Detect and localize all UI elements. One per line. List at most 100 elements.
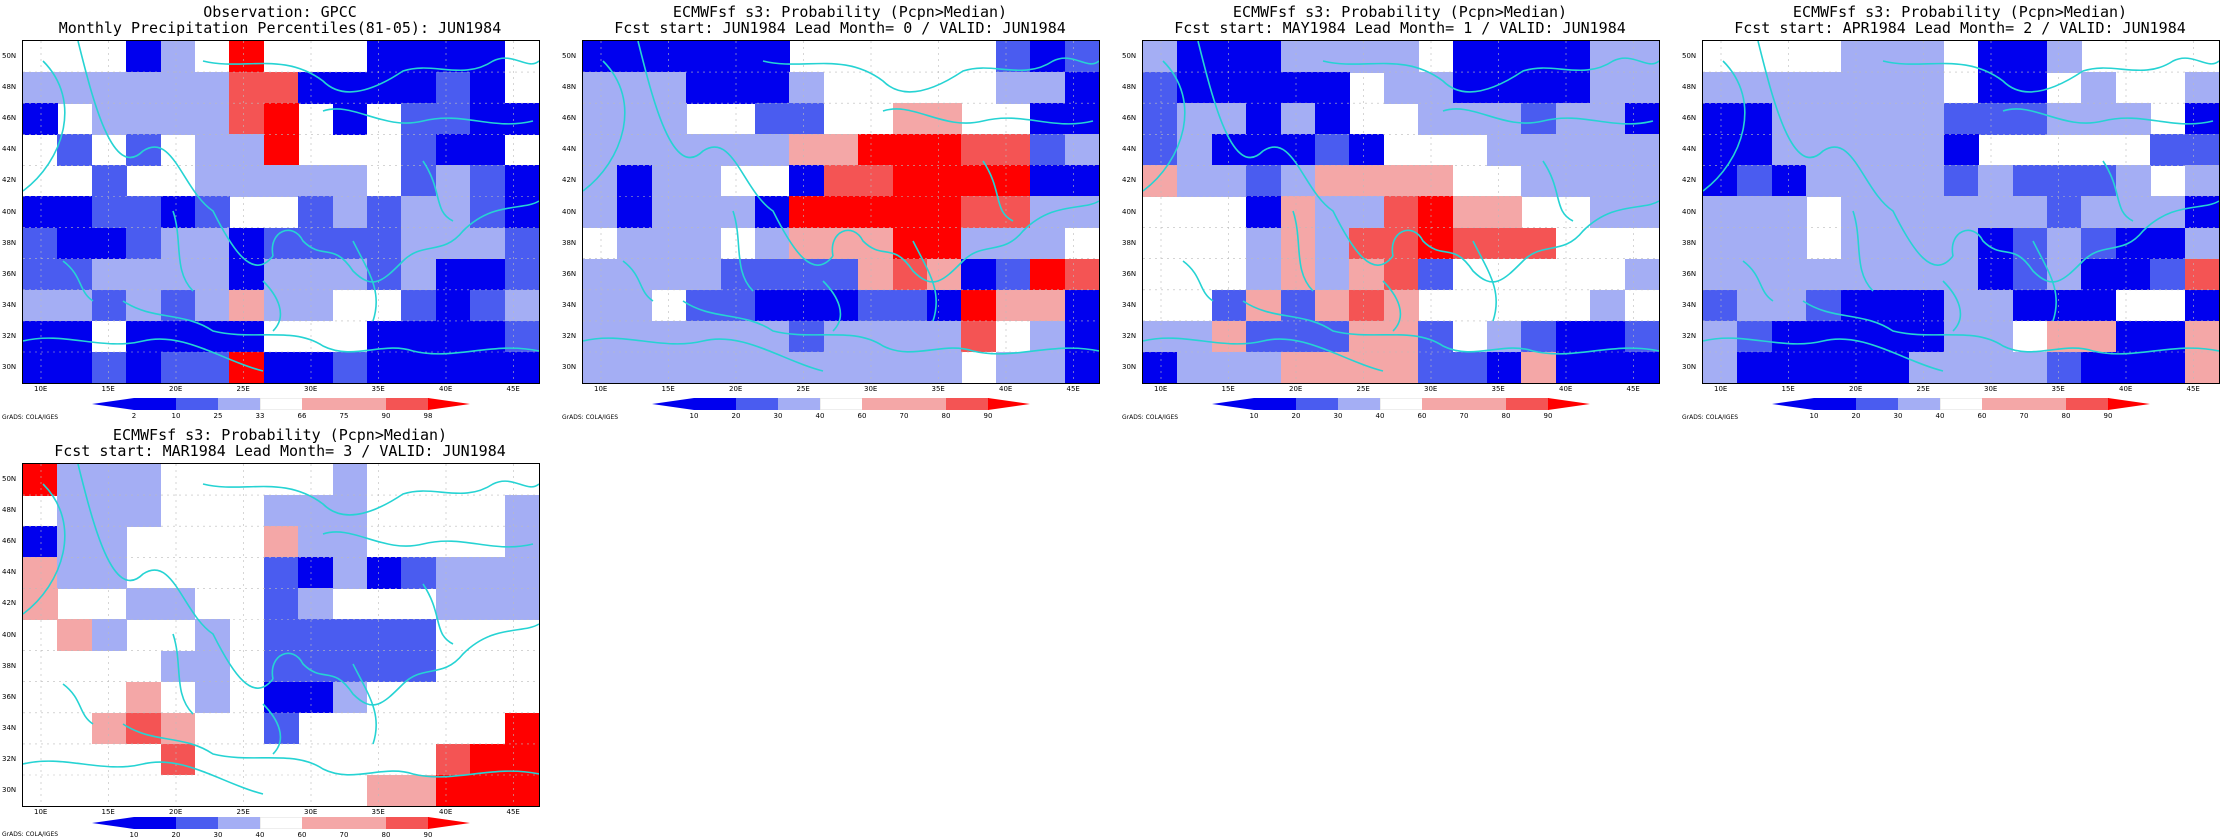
colorbar-label: 60 [1977, 412, 1987, 420]
coastline [2002, 108, 2214, 125]
grid-cell [2115, 320, 2151, 353]
lat-tick-label: 42N [2, 599, 17, 608]
lon-tick-label: 30E [864, 385, 878, 393]
grid-cell [126, 227, 162, 260]
colorbar-segment [134, 817, 177, 829]
colorbar-segment [2024, 398, 2067, 410]
grid-cell [1875, 103, 1910, 135]
grid-cell [298, 588, 334, 620]
lon-tick-label: 25E [1356, 385, 1370, 393]
grid-cell [1771, 351, 1807, 383]
lon-tick-label: 25E [236, 385, 250, 393]
grid-cell [1030, 258, 1066, 291]
colorbar-segment [1982, 398, 2025, 410]
grid-cell [720, 351, 756, 383]
colorbar-label: 30 [773, 412, 783, 420]
grid-cell [126, 495, 162, 527]
grid-cell [1624, 320, 1659, 353]
grid-cell [686, 258, 722, 291]
grid-cell [858, 196, 894, 229]
grid-cell [195, 165, 230, 197]
grid-cell [401, 72, 437, 104]
grid-cell [1030, 227, 1066, 260]
grid-cell [583, 72, 618, 104]
grid-cell [961, 289, 997, 322]
grid-cell [1030, 320, 1066, 353]
colorbar-segment [694, 398, 737, 410]
grid-cell [1030, 196, 1066, 229]
colorbar-segment [2066, 398, 2109, 410]
grid-cell [1280, 320, 1316, 353]
grid-cell [1978, 351, 2014, 383]
grid-cell [1315, 165, 1350, 197]
grid-cell [2047, 196, 2082, 229]
lat-tick-label: 30N [1682, 363, 1697, 371]
grid-cell [91, 258, 127, 291]
grid-cell [1521, 134, 1557, 166]
lon-tick-label: 30E [304, 385, 318, 393]
lon-tick-label: 45E [2186, 385, 2200, 393]
grid-cell [995, 351, 1031, 383]
grid-cell [23, 227, 58, 260]
lon-tick-label: 30E [1984, 385, 1998, 393]
grid-cell [1487, 134, 1522, 166]
grid-cell [1521, 351, 1557, 383]
coastline [1322, 57, 1659, 93]
grid-cell [651, 258, 687, 291]
grid-cell [1590, 72, 1626, 104]
grid-cell [1840, 320, 1876, 353]
grid-cell [2047, 320, 2082, 353]
grid-cell [57, 557, 93, 589]
grid-cell [1030, 103, 1066, 135]
coastline [62, 240, 377, 332]
grid-cell [617, 134, 653, 166]
grid-cell [263, 526, 299, 558]
grid-cell [401, 619, 437, 652]
grid-cell [1978, 103, 2014, 135]
grid-cell [1703, 227, 1738, 260]
grid-cell [651, 196, 687, 229]
colorbar-segment [344, 398, 387, 410]
lon-tick-label: 45E [1066, 385, 1080, 393]
grid-cell [23, 320, 58, 353]
colorbar-segment [176, 398, 219, 410]
colorbar-segment [1212, 398, 1254, 410]
grid-cell [1909, 165, 1945, 197]
grid-cell [91, 495, 127, 527]
grid-cell [1030, 41, 1066, 73]
grid-cell [91, 289, 127, 322]
grid-cell [332, 72, 368, 104]
lat-tick-label: 50N [1682, 52, 1697, 60]
grid-cell [1418, 258, 1454, 291]
grid-cell [332, 351, 368, 383]
grid-cell [435, 134, 471, 166]
grid-cell [1737, 351, 1773, 383]
lat-tick-label: 50N [562, 52, 577, 60]
colorbar-segment [1772, 398, 1814, 410]
grid-cell [1143, 41, 1178, 73]
grid-cell [126, 196, 162, 229]
lat-tick-label: 38N [1122, 238, 1137, 247]
grid-cell [1418, 72, 1454, 104]
grid-cell [2115, 196, 2151, 229]
grid-cell [470, 351, 506, 383]
grid-cell [332, 619, 368, 652]
grid-cell [1418, 165, 1454, 197]
grid-cell [160, 72, 196, 104]
colorbar-label: 2 [131, 412, 137, 420]
grid-cell [1521, 227, 1557, 260]
lon-tick-label: 25E [796, 385, 810, 393]
panel-title-line1: ECMWFsf s3: Probability (Pcpn>Median) [112, 426, 448, 444]
grid-cell [1978, 258, 2014, 291]
grid-cell [332, 464, 368, 496]
grid-cell [332, 495, 368, 527]
grid-cell [367, 774, 402, 806]
grid-cell [504, 712, 539, 745]
grid-cell [57, 134, 93, 166]
grid-cell [263, 557, 299, 589]
grid-cell [1452, 227, 1488, 260]
grid-cell [1246, 41, 1282, 73]
grid-cell [1875, 72, 1910, 104]
grid-cell [686, 320, 722, 353]
lon-tick-label: 20E [1289, 385, 1303, 393]
